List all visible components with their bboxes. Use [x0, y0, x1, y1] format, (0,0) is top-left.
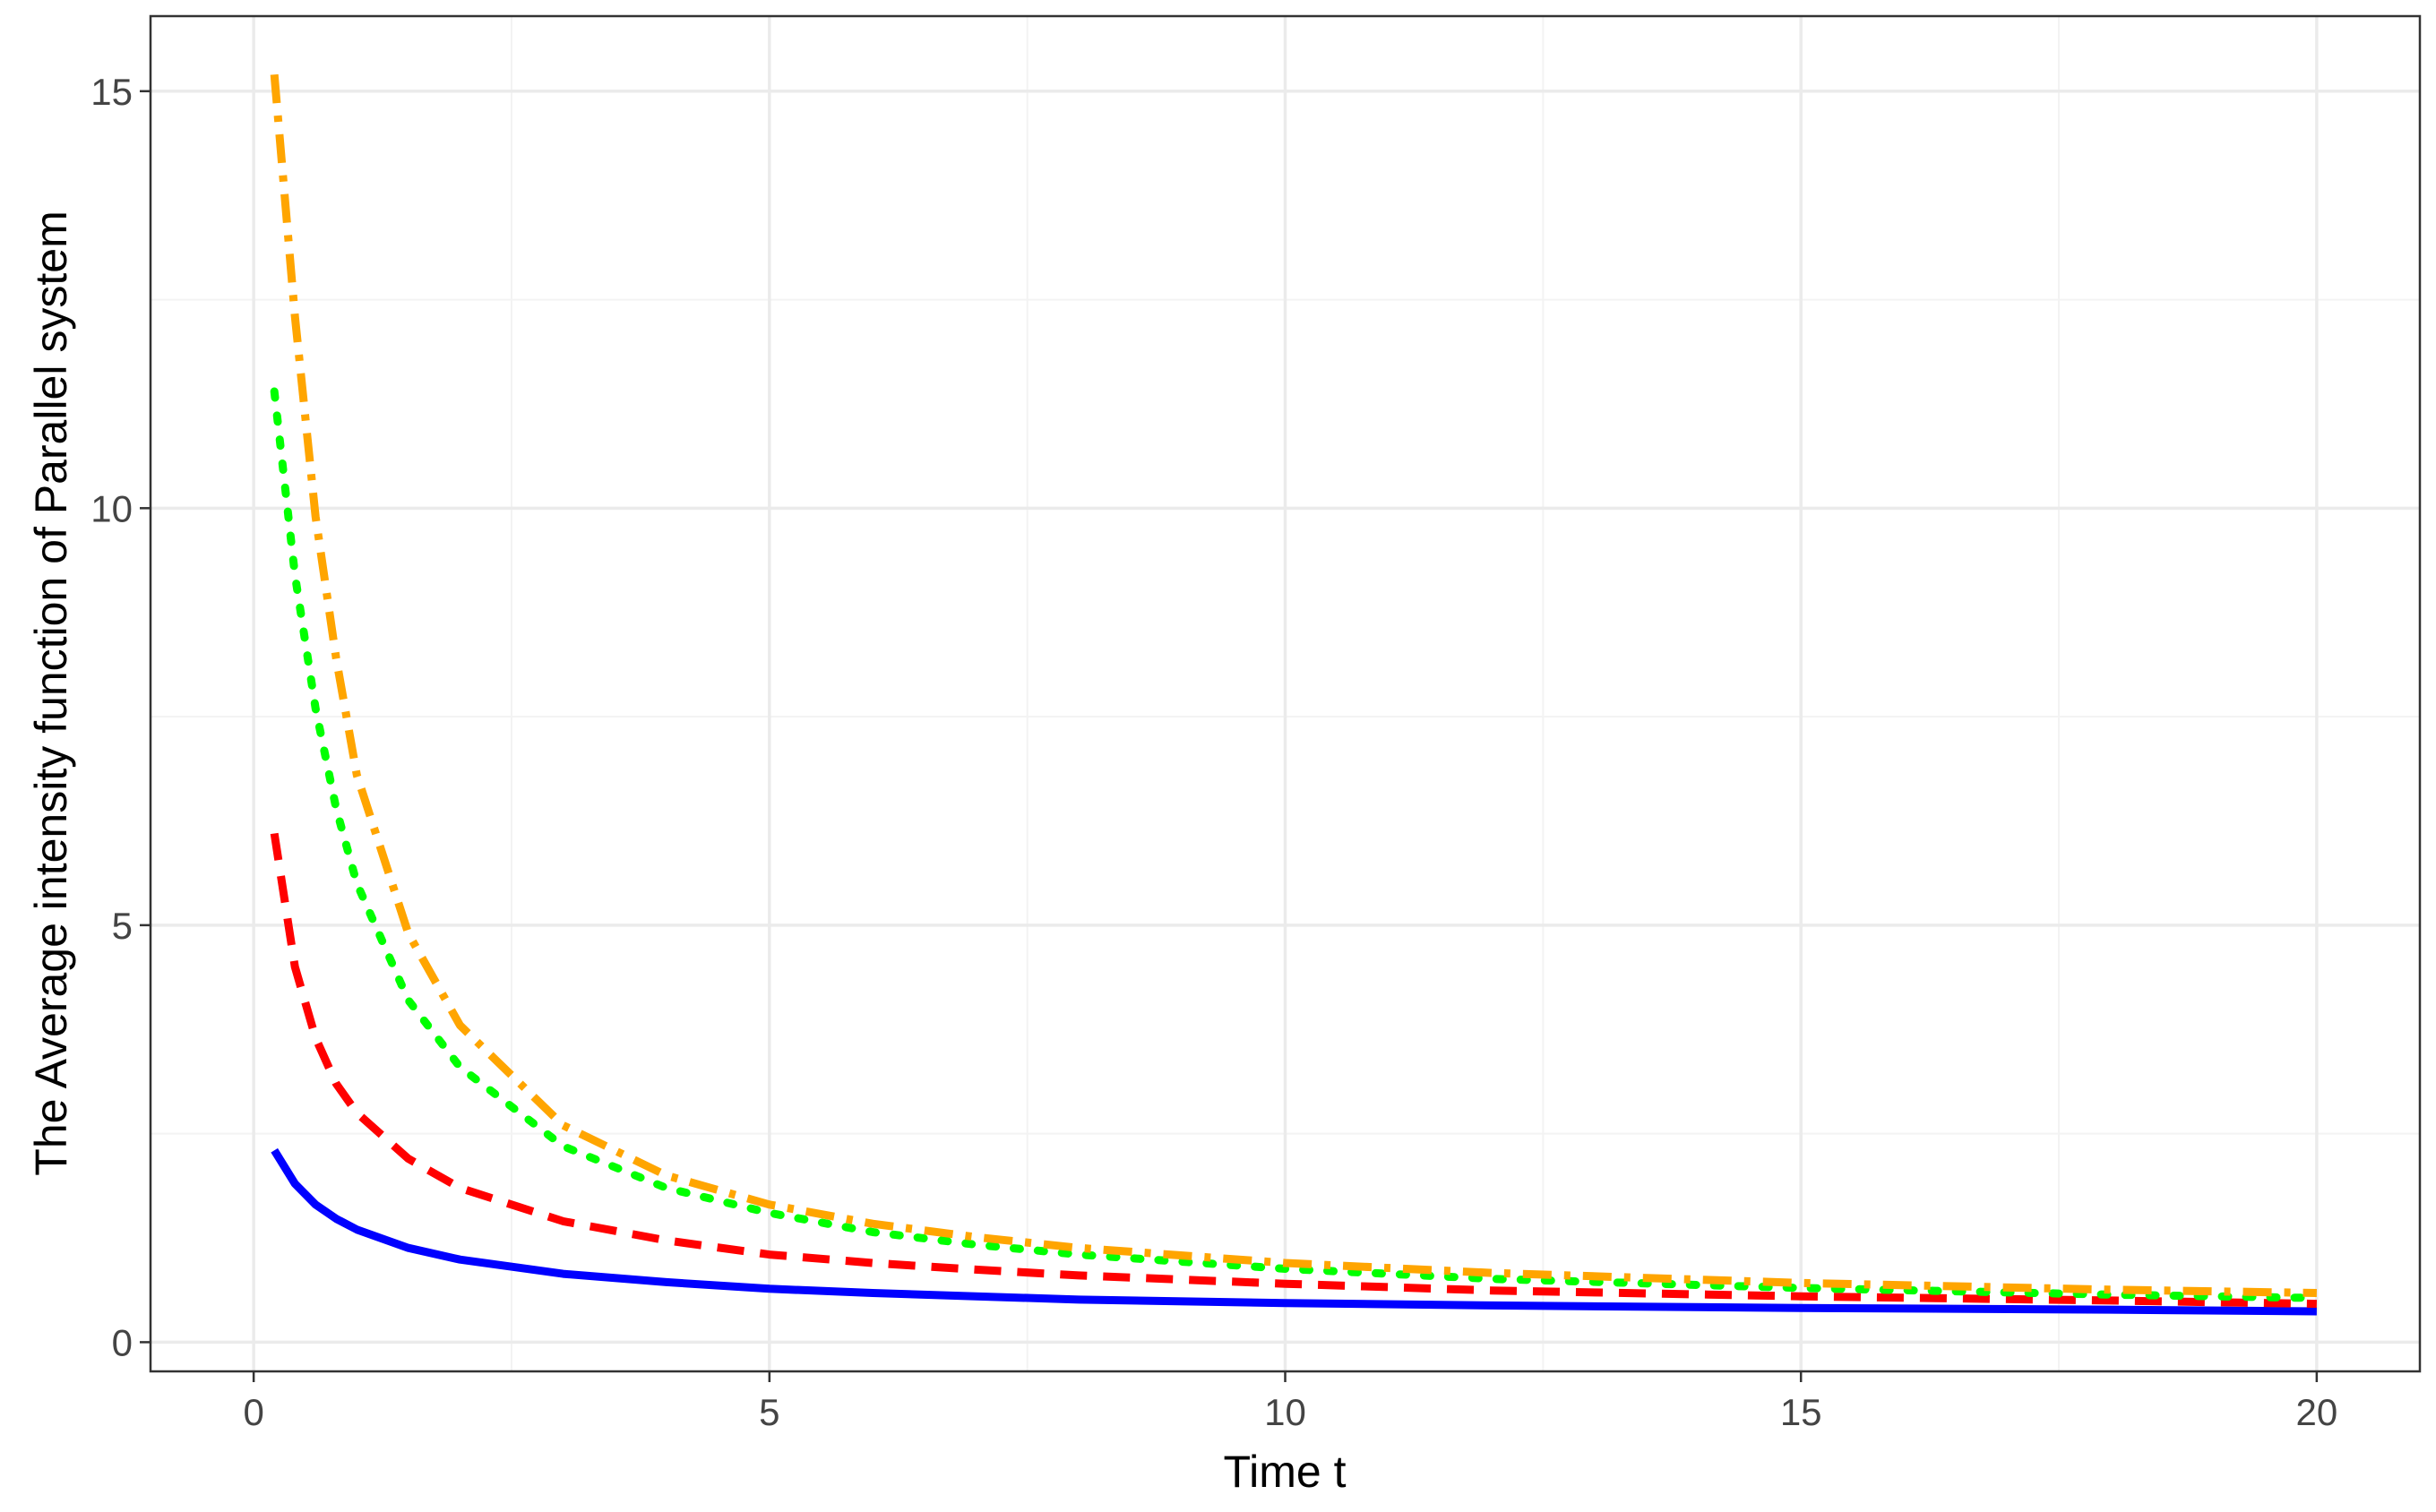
series-lines — [270, 73, 2321, 1316]
grid — [151, 16, 2420, 1371]
series-line-4 — [270, 73, 2317, 1297]
y-tick-label: 15 — [90, 71, 133, 113]
x-tick-label: 15 — [1780, 1391, 1822, 1433]
y-axis-title: The Average intensity function of Parall… — [26, 210, 76, 1175]
y-tick-label: 10 — [90, 487, 133, 529]
series-line-3 — [270, 387, 2321, 1302]
y-tick-label: 0 — [112, 1321, 133, 1363]
y-axis: 0 5 10 15 — [90, 71, 151, 1363]
series-line-1 — [271, 1147, 2317, 1316]
x-tick-label: 0 — [243, 1391, 263, 1433]
x-tick-label: 10 — [1264, 1391, 1306, 1433]
series-line-2 — [270, 832, 2317, 1309]
x-axis-title: Time t — [1223, 1447, 1346, 1497]
x-tick-label: 20 — [2296, 1391, 2338, 1433]
x-tick-label: 5 — [759, 1391, 779, 1433]
y-tick-label: 5 — [112, 905, 133, 947]
x-axis: 0 5 10 15 20 — [243, 1371, 2337, 1433]
